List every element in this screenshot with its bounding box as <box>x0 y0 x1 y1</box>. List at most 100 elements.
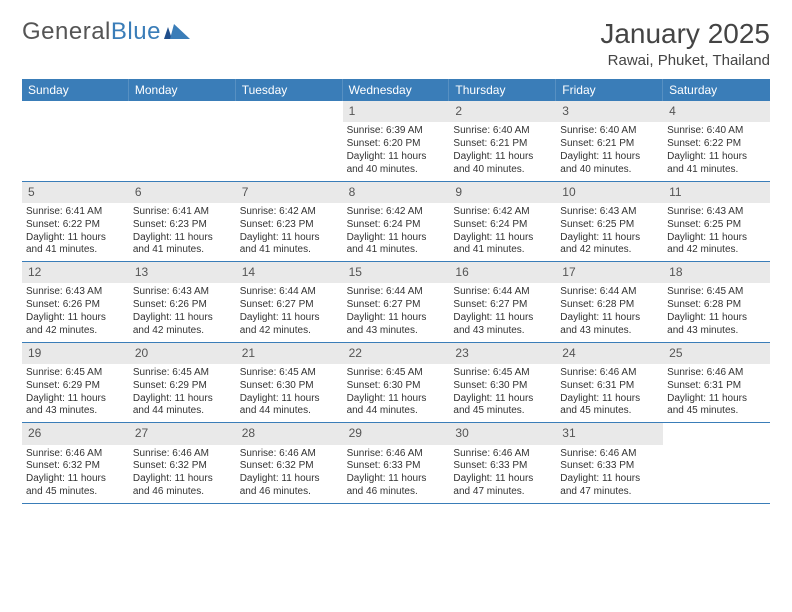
daylight-line: Daylight: 11 hours and 42 minutes. <box>133 312 232 338</box>
sunset-line: Sunset: 6:25 PM <box>560 219 659 232</box>
daylight-line: Daylight: 11 hours and 43 minutes. <box>453 312 552 338</box>
day-cell: 12Sunrise: 6:43 AMSunset: 6:26 PMDayligh… <box>22 262 129 342</box>
sunrise-line: Sunrise: 6:45 AM <box>347 367 446 380</box>
day-number: 9 <box>449 182 556 203</box>
day-body: Sunrise: 6:41 AMSunset: 6:23 PMDaylight:… <box>129 203 236 261</box>
day-number <box>129 101 236 122</box>
dow-cell: Friday <box>556 79 663 101</box>
day-number: 17 <box>556 262 663 283</box>
day-cell: 25Sunrise: 6:46 AMSunset: 6:31 PMDayligh… <box>663 343 770 423</box>
sunrise-line: Sunrise: 6:46 AM <box>133 448 232 461</box>
day-cell: 4Sunrise: 6:40 AMSunset: 6:22 PMDaylight… <box>663 101 770 181</box>
daylight-line: Daylight: 11 hours and 41 minutes. <box>240 232 339 258</box>
weeks-container: 1Sunrise: 6:39 AMSunset: 6:20 PMDaylight… <box>22 101 770 504</box>
day-number: 26 <box>22 423 129 444</box>
day-cell <box>22 101 129 181</box>
day-number: 22 <box>343 343 450 364</box>
daylight-line: Daylight: 11 hours and 41 minutes. <box>347 232 446 258</box>
dow-header-row: Sunday Monday Tuesday Wednesday Thursday… <box>22 79 770 101</box>
brand-mark-icon <box>164 18 190 46</box>
sunset-line: Sunset: 6:31 PM <box>560 380 659 393</box>
daylight-line: Daylight: 11 hours and 47 minutes. <box>453 473 552 499</box>
day-number: 2 <box>449 101 556 122</box>
sunrise-line: Sunrise: 6:40 AM <box>453 125 552 138</box>
day-cell: 19Sunrise: 6:45 AMSunset: 6:29 PMDayligh… <box>22 343 129 423</box>
day-body: Sunrise: 6:46 AMSunset: 6:33 PMDaylight:… <box>556 445 663 503</box>
day-number <box>22 101 129 122</box>
sunset-line: Sunset: 6:24 PM <box>453 219 552 232</box>
sunrise-line: Sunrise: 6:43 AM <box>26 286 125 299</box>
day-cell: 21Sunrise: 6:45 AMSunset: 6:30 PMDayligh… <box>236 343 343 423</box>
sunrise-line: Sunrise: 6:42 AM <box>347 206 446 219</box>
sunset-line: Sunset: 6:23 PM <box>133 219 232 232</box>
day-body: Sunrise: 6:46 AMSunset: 6:32 PMDaylight:… <box>236 445 343 503</box>
sunrise-line: Sunrise: 6:40 AM <box>667 125 766 138</box>
sunrise-line: Sunrise: 6:44 AM <box>453 286 552 299</box>
day-cell: 20Sunrise: 6:45 AMSunset: 6:29 PMDayligh… <box>129 343 236 423</box>
day-cell: 5Sunrise: 6:41 AMSunset: 6:22 PMDaylight… <box>22 182 129 262</box>
week-row: 5Sunrise: 6:41 AMSunset: 6:22 PMDaylight… <box>22 182 770 263</box>
day-cell: 30Sunrise: 6:46 AMSunset: 6:33 PMDayligh… <box>449 423 556 503</box>
sunset-line: Sunset: 6:32 PM <box>26 460 125 473</box>
sunset-line: Sunset: 6:27 PM <box>453 299 552 312</box>
sunset-line: Sunset: 6:29 PM <box>133 380 232 393</box>
day-cell: 29Sunrise: 6:46 AMSunset: 6:33 PMDayligh… <box>343 423 450 503</box>
day-cell: 14Sunrise: 6:44 AMSunset: 6:27 PMDayligh… <box>236 262 343 342</box>
sunset-line: Sunset: 6:26 PM <box>133 299 232 312</box>
sunset-line: Sunset: 6:23 PM <box>240 219 339 232</box>
day-cell: 26Sunrise: 6:46 AMSunset: 6:32 PMDayligh… <box>22 423 129 503</box>
sunrise-line: Sunrise: 6:46 AM <box>453 448 552 461</box>
day-body: Sunrise: 6:43 AMSunset: 6:25 PMDaylight:… <box>663 203 770 261</box>
day-cell <box>236 101 343 181</box>
week-row: 19Sunrise: 6:45 AMSunset: 6:29 PMDayligh… <box>22 343 770 424</box>
day-number: 14 <box>236 262 343 283</box>
dow-cell: Wednesday <box>343 79 450 101</box>
brand-part2: Blue <box>111 18 161 46</box>
daylight-line: Daylight: 11 hours and 41 minutes. <box>26 232 125 258</box>
calendar: Sunday Monday Tuesday Wednesday Thursday… <box>22 79 770 504</box>
day-cell: 31Sunrise: 6:46 AMSunset: 6:33 PMDayligh… <box>556 423 663 503</box>
daylight-line: Daylight: 11 hours and 41 minutes. <box>453 232 552 258</box>
sunset-line: Sunset: 6:29 PM <box>26 380 125 393</box>
daylight-line: Daylight: 11 hours and 45 minutes. <box>26 473 125 499</box>
day-body: Sunrise: 6:43 AMSunset: 6:26 PMDaylight:… <box>129 283 236 341</box>
brand-part1: General <box>22 18 111 46</box>
day-number: 31 <box>556 423 663 444</box>
dow-cell: Monday <box>129 79 236 101</box>
page: GeneralBlue January 2025 Rawai, Phuket, … <box>0 0 792 514</box>
sunset-line: Sunset: 6:28 PM <box>560 299 659 312</box>
day-number: 3 <box>556 101 663 122</box>
sunrise-line: Sunrise: 6:46 AM <box>240 448 339 461</box>
sunset-line: Sunset: 6:30 PM <box>347 380 446 393</box>
day-number: 13 <box>129 262 236 283</box>
day-body: Sunrise: 6:40 AMSunset: 6:22 PMDaylight:… <box>663 122 770 180</box>
day-cell: 27Sunrise: 6:46 AMSunset: 6:32 PMDayligh… <box>129 423 236 503</box>
day-body: Sunrise: 6:46 AMSunset: 6:32 PMDaylight:… <box>129 445 236 503</box>
week-row: 26Sunrise: 6:46 AMSunset: 6:32 PMDayligh… <box>22 423 770 504</box>
day-body: Sunrise: 6:46 AMSunset: 6:31 PMDaylight:… <box>556 364 663 422</box>
day-cell: 10Sunrise: 6:43 AMSunset: 6:25 PMDayligh… <box>556 182 663 262</box>
sunset-line: Sunset: 6:31 PM <box>667 380 766 393</box>
day-body: Sunrise: 6:46 AMSunset: 6:33 PMDaylight:… <box>449 445 556 503</box>
day-number: 12 <box>22 262 129 283</box>
sunrise-line: Sunrise: 6:45 AM <box>26 367 125 380</box>
day-body: Sunrise: 6:42 AMSunset: 6:23 PMDaylight:… <box>236 203 343 261</box>
sunset-line: Sunset: 6:33 PM <box>453 460 552 473</box>
day-number: 16 <box>449 262 556 283</box>
day-cell <box>663 423 770 503</box>
dow-cell: Saturday <box>663 79 770 101</box>
sunrise-line: Sunrise: 6:42 AM <box>453 206 552 219</box>
day-body: Sunrise: 6:44 AMSunset: 6:28 PMDaylight:… <box>556 283 663 341</box>
sunset-line: Sunset: 6:33 PM <box>347 460 446 473</box>
day-cell: 17Sunrise: 6:44 AMSunset: 6:28 PMDayligh… <box>556 262 663 342</box>
day-cell: 13Sunrise: 6:43 AMSunset: 6:26 PMDayligh… <box>129 262 236 342</box>
sunset-line: Sunset: 6:33 PM <box>560 460 659 473</box>
day-body: Sunrise: 6:41 AMSunset: 6:22 PMDaylight:… <box>22 203 129 261</box>
daylight-line: Daylight: 11 hours and 46 minutes. <box>133 473 232 499</box>
day-number: 18 <box>663 262 770 283</box>
day-cell: 9 Sunrise: 6:42 AMSunset: 6:24 PMDaylight… <box>449 182 556 262</box>
day-cell: 7Sunrise: 6:42 AMSunset: 6:23 PMDaylight… <box>236 182 343 262</box>
day-number: 24 <box>556 343 663 364</box>
day-body: Sunrise: 6:45 AMSunset: 6:30 PMDaylight:… <box>449 364 556 422</box>
location-subtitle: Rawai, Phuket, Thailand <box>600 52 770 69</box>
